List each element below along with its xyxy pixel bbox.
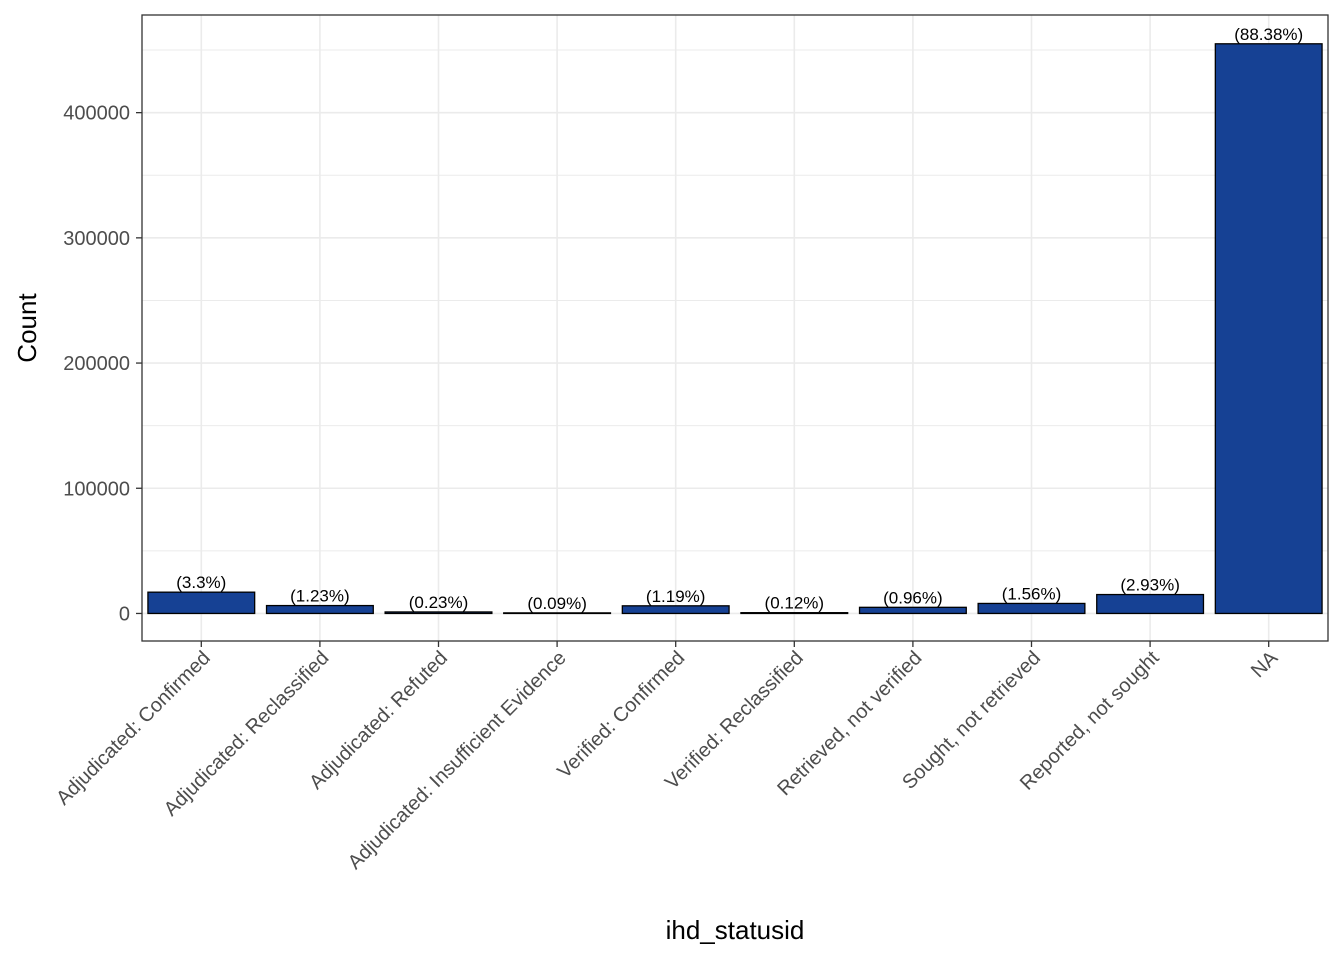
- bar-label: (2.93%): [1120, 576, 1180, 595]
- bar-label: (0.23%): [409, 593, 469, 612]
- bar-label: (3.3%): [176, 573, 226, 592]
- x-tick-label: NA: [1247, 647, 1283, 683]
- bar-label: (0.96%): [883, 588, 943, 607]
- y-axis-title: Count: [12, 293, 42, 363]
- bar: [621, 605, 730, 615]
- bar: [384, 611, 493, 615]
- bar-label: (0.12%): [765, 594, 825, 613]
- y-tick-label: 0: [119, 603, 130, 625]
- bar: [503, 612, 612, 615]
- y-tick-label: 200000: [63, 353, 130, 375]
- bar-value-labels: (3.3%) (1.23%) (0.23%) (0.09%) (1.19%) (0.12%…: [176, 25, 1303, 613]
- bar-label: (1.56%): [1002, 584, 1062, 603]
- plot-panel-border: [141, 14, 1329, 642]
- y-tick-label: 100000: [63, 478, 130, 500]
- x-axis-title: ihd_statusid: [666, 915, 805, 945]
- bar: [1214, 43, 1323, 615]
- bar: [740, 612, 849, 615]
- bar-label: (0.09%): [527, 594, 587, 613]
- bar: [858, 606, 967, 615]
- bar-label: (1.23%): [290, 587, 350, 606]
- y-tick-label: 400000: [63, 103, 130, 125]
- bar-label: (1.19%): [646, 587, 706, 606]
- bar: [977, 602, 1086, 615]
- bar: [147, 591, 256, 615]
- y-tick-label: 300000: [63, 228, 130, 250]
- bar: [265, 604, 374, 615]
- x-tick-label: Adjudicated: Insufficient Evidence: [344, 647, 571, 874]
- bar-label: (88.38%): [1234, 25, 1303, 44]
- bar: [1096, 593, 1205, 615]
- bars: [147, 43, 1323, 615]
- y-axis: 0 100000 200000 300000 400000: [63, 103, 142, 625]
- plot-panel-background: [142, 15, 1328, 641]
- x-tick-label: Verified: Confirmed: [553, 647, 689, 783]
